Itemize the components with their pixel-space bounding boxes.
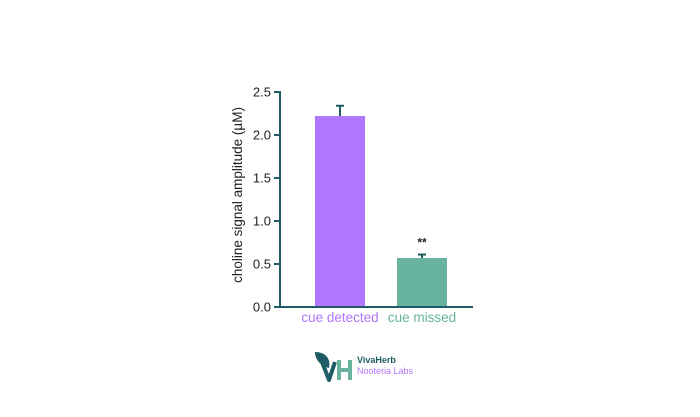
- y-axis-title: choline signal amplitude (µM): [230, 107, 245, 283]
- bar-cue-missed: [397, 257, 447, 307]
- brand-name: VivaHerb: [357, 355, 396, 365]
- brand-logo: VivaHerb Nooteria Labs: [313, 350, 413, 382]
- bars: [315, 116, 447, 307]
- category-labels: cue detected cue missed: [301, 310, 456, 325]
- category-label: cue missed: [388, 310, 456, 325]
- significance-marker: **: [417, 236, 427, 250]
- y-tick-label: 0.0: [253, 300, 271, 315]
- bar-cue-detected: [315, 116, 365, 307]
- brand-subtitle: Nooteria Labs: [357, 366, 414, 376]
- leaf-logo-icon: [315, 352, 352, 382]
- y-tick-label: 0.5: [253, 257, 271, 272]
- y-axis-ticks: 0.0 0.5 1.0 1.5 2.0 2.5: [253, 85, 280, 315]
- category-label: cue detected: [301, 310, 378, 325]
- error-bars: [336, 104, 426, 258]
- y-tick-label: 2.5: [253, 85, 271, 100]
- annotations: **: [417, 236, 427, 250]
- y-tick-label: 2.0: [253, 128, 271, 143]
- y-tick-label: 1.5: [253, 171, 271, 186]
- y-tick-label: 1.0: [253, 214, 271, 229]
